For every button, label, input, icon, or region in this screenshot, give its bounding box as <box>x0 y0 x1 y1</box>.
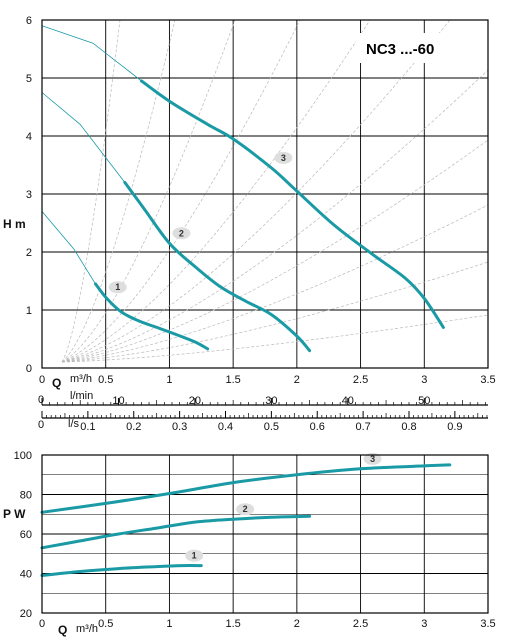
head-y-tick: 4 <box>26 131 32 143</box>
head-series-label: 2 <box>179 228 184 238</box>
power-x-tick: 2 <box>294 618 300 630</box>
ls-tick-label: 0.1 <box>80 421 95 433</box>
flow-axis-q-label: Q <box>52 376 61 390</box>
ls-tick-label: 0.5 <box>264 421 279 433</box>
system-curve <box>61 204 489 363</box>
power-chart-frame <box>41 454 489 614</box>
head-y-tick: 5 <box>26 73 32 85</box>
head-chart-series: 1 2 3 <box>94 79 445 353</box>
system-curve <box>61 19 301 363</box>
lmin-tick-label: 50 <box>418 395 430 407</box>
flow-m3h-tick: 1 <box>166 374 172 386</box>
head-y-tick: 3 <box>26 189 32 201</box>
power-chart-series: 1 2 3 <box>40 452 452 577</box>
ls-tick-label: 0.4 <box>218 421 233 433</box>
power-series-label: 3 <box>370 454 375 464</box>
power-flow-unit: m³/h <box>76 623 98 635</box>
power-x-tick: 3.5 <box>480 618 495 630</box>
system-curve <box>61 19 176 363</box>
power-y-tick: 60 <box>20 529 32 541</box>
ls-tick-label: 0.8 <box>401 421 416 433</box>
lmin-axis-zero: 0 <box>38 394 44 406</box>
ls-tick-label: 0.2 <box>126 421 141 433</box>
chart-title-box: NC3 ...-60 <box>356 33 486 63</box>
power-x-tick-labels: 0 0.5 1 1.5 2 2.5 3 3.5 <box>39 618 496 630</box>
ls-axis-label: l/s <box>68 418 80 430</box>
envelope-curve <box>41 211 96 285</box>
power-y-tick: 80 <box>20 490 32 502</box>
head-y-tick: 2 <box>26 247 32 259</box>
head-y-tick: 0 <box>26 363 32 375</box>
head-y-tick-labels: 0 1 2 3 4 5 6 <box>26 15 32 375</box>
power-x-tick: 3 <box>421 618 427 630</box>
flow-m3h-tick-labels: 0 0.5 1 1.5 2 2.5 3 3.5 <box>39 374 496 386</box>
ls-tick-label: 0.3 <box>172 421 187 433</box>
chart-title: NC3 ...-60 <box>366 41 434 58</box>
lmin-axis-label: l/min <box>70 390 93 402</box>
flow-m3h-tick: 3.5 <box>480 374 495 386</box>
ls-axis-zero: 0 <box>38 419 44 431</box>
flow-m3h-tick: 2 <box>294 374 300 386</box>
flow-axis-unit: m³/h <box>70 373 92 385</box>
system-curve <box>61 261 489 363</box>
head-series-label-bg <box>274 151 293 164</box>
power-series-label: 2 <box>243 504 248 514</box>
flow-m3h-tick: 2.5 <box>353 374 368 386</box>
head-series-label-bg <box>172 227 191 240</box>
head-y-tick: 6 <box>26 15 32 27</box>
envelope-curve <box>41 92 126 183</box>
power-series-label-bg <box>236 503 255 516</box>
head-chart-system-curves <box>41 19 489 363</box>
lmin-tick-label: 30 <box>265 395 277 407</box>
lmin-tick-label: 40 <box>342 395 354 407</box>
flow-lmin-axis: 10 20 30 40 50 <box>41 395 488 407</box>
power-y-tick-labels: 20 40 60 80 100 <box>14 450 32 620</box>
flow-m3h-tick: 0 <box>39 374 45 386</box>
lmin-tick-label: 10 <box>112 395 124 407</box>
flow-ls-axis: 0.1 0.2 0.3 0.4 0.5 0.6 0.7 0.8 0.9 <box>41 411 488 433</box>
power-series-2 <box>40 514 312 550</box>
flow-m3h-tick: 0.5 <box>98 374 113 386</box>
ls-tick-label: 0.7 <box>355 421 370 433</box>
head-axis-label: H m <box>3 217 26 231</box>
power-axis-label: P W <box>3 507 26 521</box>
power-x-tick: 1 <box>166 618 172 630</box>
system-curve <box>61 19 371 363</box>
head-chart-grid <box>41 19 489 369</box>
ls-tick-label: 0.9 <box>447 421 462 433</box>
envelope-curve <box>41 25 142 82</box>
power-x-tick: 1.5 <box>225 618 240 630</box>
power-series-label-bg <box>185 549 204 562</box>
flow-m3h-tick: 1.5 <box>225 374 240 386</box>
head-series-label-bg <box>108 281 127 294</box>
ls-tick-label: 0.6 <box>310 421 325 433</box>
system-curve <box>61 69 489 363</box>
head-series-label: 1 <box>115 282 120 292</box>
power-series-label: 1 <box>192 551 197 561</box>
head-series-3 <box>139 79 445 329</box>
lmin-tick-label: 20 <box>189 395 201 407</box>
head-y-tick: 1 <box>26 305 32 317</box>
head-chart-frame <box>41 19 489 369</box>
system-curve <box>61 314 489 363</box>
power-y-tick: 100 <box>14 450 32 462</box>
head-series-2 <box>123 180 312 353</box>
system-curve <box>61 19 121 363</box>
power-series-3 <box>40 463 452 514</box>
power-series-label-bg <box>363 452 382 465</box>
power-flow-q-label: Q <box>58 623 67 637</box>
power-x-tick: 0 <box>39 618 45 630</box>
power-series-1 <box>40 564 203 577</box>
head-series-label: 3 <box>281 153 286 163</box>
head-series-1 <box>94 282 210 351</box>
system-curve <box>61 19 236 363</box>
power-x-tick: 0.5 <box>98 618 113 630</box>
flow-m3h-tick: 3 <box>421 374 427 386</box>
power-y-tick: 40 <box>20 569 32 581</box>
power-y-tick: 20 <box>20 608 32 620</box>
power-x-tick: 2.5 <box>353 618 368 630</box>
system-curve <box>61 19 451 363</box>
